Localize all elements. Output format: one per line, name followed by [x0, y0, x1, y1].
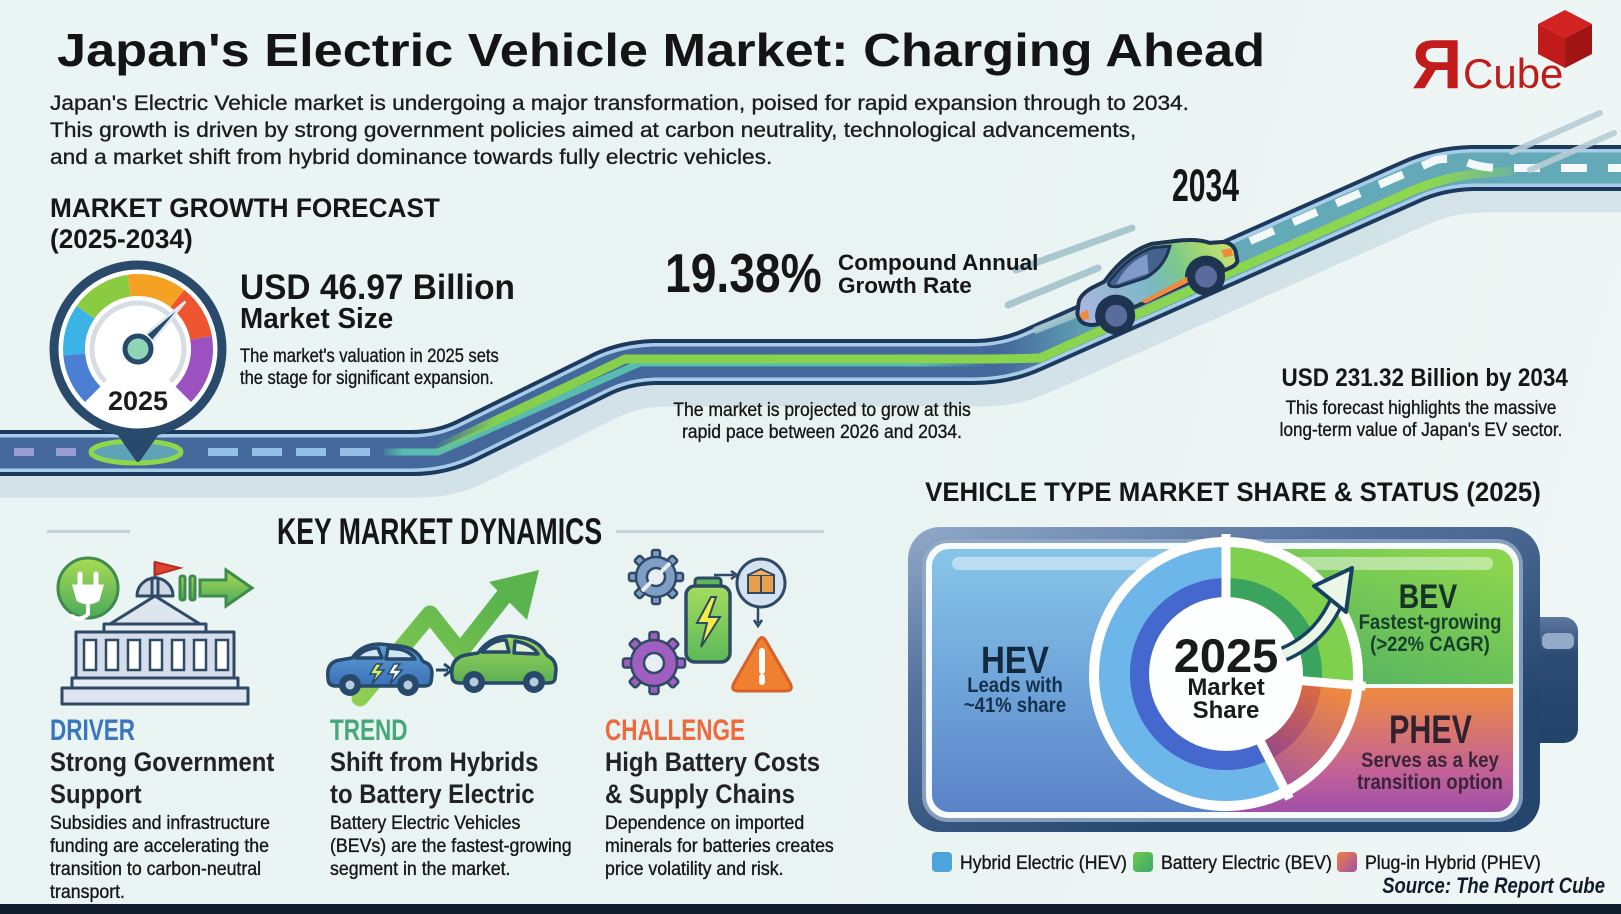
svg-text:2025: 2025: [1174, 629, 1279, 682]
svg-text:2025: 2025: [108, 386, 168, 416]
svg-text:Market: Market: [1187, 674, 1264, 701]
svg-text:Share: Share: [1193, 697, 1260, 724]
